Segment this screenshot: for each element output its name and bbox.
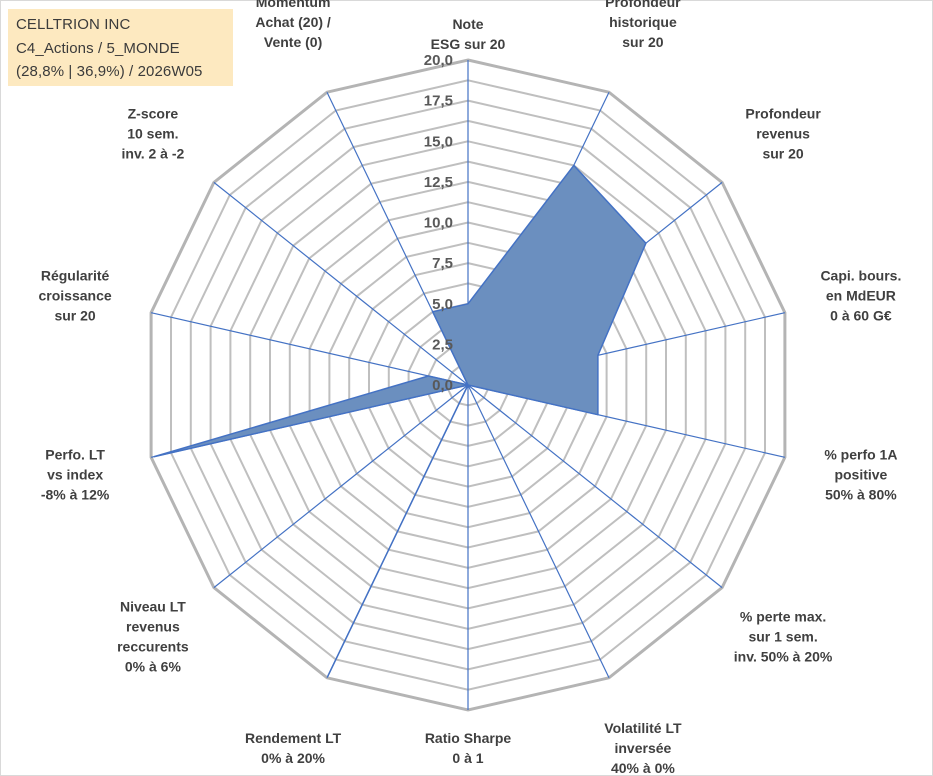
axis-label-line: en MdEUR [826, 287, 896, 303]
title-box: CELLTRION INC C4_Actions / 5_MONDE (28,8… [8, 9, 233, 86]
tick-label: 15,0 [424, 133, 453, 150]
axis-label-line: Vente (0) [264, 34, 322, 50]
axis-label-line: Rendement LT [245, 730, 342, 746]
axis-labels: Note ESG sur 20 Profondeur historique sur 20… [39, 0, 902, 776]
axis-label: % perte max. sur 1 sem. inv. 50% à 20% [734, 608, 833, 664]
axis-label: Perfo. LT vs index -8% à 12% [41, 447, 110, 503]
axis-label: Momentum Achat (20) / Vente (0) [255, 0, 331, 50]
radar-area-series [153, 164, 647, 678]
axis-label-line: 40% à 0% [611, 760, 675, 776]
axis-label: Volatilité LT inversée 40% à 0% [604, 720, 682, 776]
axis-label-line: -8% à 12% [41, 487, 110, 503]
axis-label: Régularité croissance sur 20 [39, 267, 112, 323]
axis-label: Ratio Sharpe 0 à 1 [425, 730, 512, 766]
axis-label-line: Régularité [41, 267, 110, 283]
axis-label-line: Perfo. LT [45, 447, 105, 463]
axis-spoke [213, 384, 469, 589]
axis-label-line: Momentum [256, 0, 331, 10]
axis-label-line: % perfo 1A [824, 447, 897, 463]
tick-label: 2,5 [432, 336, 453, 353]
tick-label: 12,5 [424, 174, 453, 191]
tick-label: 20,0 [424, 52, 453, 69]
axis-label-line: inv. 2 à -2 [122, 146, 185, 162]
axis-label-line: 0 à 1 [452, 750, 483, 766]
axis-label-line: Profondeur [605, 0, 681, 10]
axis-spoke [467, 384, 610, 679]
axis-spoke [213, 181, 469, 386]
tick-label: 0,0 [432, 377, 453, 394]
axis-label-line: croissance [39, 287, 112, 303]
axis-label-line: inversée [614, 740, 671, 756]
axis-label-line: ESG sur 20 [431, 36, 506, 52]
axis-label-line: vs index [47, 467, 103, 483]
axis-spoke [467, 384, 723, 589]
axis-label-line: 0% à 6% [125, 658, 182, 674]
axis-label-line: revenus [756, 126, 810, 142]
axis-label-line: Profondeur [745, 106, 821, 122]
axis-label-line: reccurents [117, 638, 189, 654]
tick-label: 10,0 [424, 215, 453, 232]
axis-label: Note ESG sur 20 [431, 16, 506, 52]
axis-label-line: 10 sem. [127, 126, 178, 142]
axis-label: Profondeur revenus sur 20 [745, 106, 821, 162]
axis-label-line: positive [834, 467, 887, 483]
axis-label-line: inv. 50% à 20% [734, 648, 833, 664]
axis-label: Profondeur historique sur 20 [605, 0, 681, 50]
axis-label-line: sur 20 [762, 146, 803, 162]
axis-label: Rendement LT 0% à 20% [245, 730, 342, 766]
radial-tick-labels: 0,0 2,5 5,0 7,5 10,0 12,5 15,0 17,5 20,0 [424, 52, 453, 394]
axis-spoke [150, 312, 469, 386]
axis-label-line: Volatilité LT [604, 720, 682, 736]
axis-label: Z-score 10 sem. inv. 2 à -2 [122, 106, 185, 162]
axis-label-line: 0% à 20% [261, 750, 325, 766]
portfolio-stats: (28,8% | 36,9%) / 2026W05 [16, 63, 203, 80]
axis-label-line: 0 à 60 G€ [830, 307, 892, 323]
axis-label: % perfo 1A positive 50% à 80% [824, 447, 897, 503]
axis-label-line: sur 20 [54, 307, 95, 323]
axis-label: Capi. bours. en MdEUR 0 à 60 G€ [820, 267, 901, 323]
axis-label-line: revenus [126, 618, 180, 634]
company-name: CELLTRION INC [16, 16, 131, 33]
tick-label: 7,5 [432, 255, 453, 272]
axis-label-line: Note [452, 16, 483, 32]
axis-label-line: % perte max. [740, 608, 826, 624]
axis-label-line: Niveau LT [120, 598, 186, 614]
axis-label: Niveau LT revenus reccurents 0% à 6% [117, 598, 189, 674]
tick-label: 17,5 [424, 93, 453, 110]
axis-label-line: sur 1 sem. [748, 628, 817, 644]
tick-label: 5,0 [432, 296, 453, 313]
axis-label-line: historique [609, 14, 677, 30]
axis-label-line: 50% à 80% [825, 487, 897, 503]
axis-label-line: Ratio Sharpe [425, 730, 512, 746]
axis-label-line: sur 20 [622, 34, 663, 50]
axis-label-line: Achat (20) / [255, 14, 331, 30]
axis-label-line: Capi. bours. [820, 267, 901, 283]
portfolio-name: C4_Actions / 5_MONDE [16, 40, 180, 57]
axis-label-line: Z-score [128, 106, 179, 122]
